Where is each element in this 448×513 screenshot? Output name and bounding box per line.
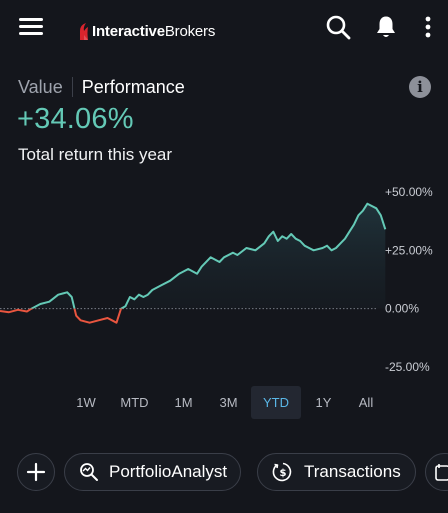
value-performance-toggle: Value Performance: [18, 76, 185, 98]
total-return-caption: Total return this year: [18, 145, 173, 164]
plus-icon: [26, 462, 46, 482]
calendar-icon: [435, 464, 448, 481]
range-ytd[interactable]: YTD: [251, 386, 301, 419]
svg-text:$: $: [280, 468, 287, 479]
segment-divider: [71, 77, 73, 97]
performance-tab[interactable]: Performance: [81, 76, 185, 97]
more-actions-button[interactable]: [425, 453, 448, 491]
range-1m[interactable]: 1M: [174, 395, 193, 410]
transactions-button[interactable]: $ Transactions: [257, 453, 416, 491]
range-mtd[interactable]: MTD: [120, 395, 149, 410]
performance-line-positive: [29, 202, 387, 309]
range-1w[interactable]: 1W: [76, 395, 96, 410]
y-tick-label: +50.00%: [385, 185, 433, 199]
interactive-brokers-logo-icon: [80, 23, 88, 40]
bell-icon[interactable]: [373, 14, 399, 40]
portfolio-analyst-button[interactable]: PortfolioAnalyst: [64, 453, 242, 491]
range-3m[interactable]: 3M: [219, 395, 238, 410]
top-bar: InteractiveBrokers: [0, 0, 448, 58]
more-vertical-icon[interactable]: [418, 14, 438, 40]
y-tick-label: -25.00%: [385, 360, 430, 374]
total-return-value: +34.06%: [17, 103, 134, 135]
quick-actions-bar: PortfolioAnalyst $ Transactions: [0, 453, 448, 491]
transactions-icon: $: [272, 462, 292, 482]
app-logo: InteractiveBrokers: [78, 20, 215, 42]
y-tick-label: 0.00%: [385, 302, 419, 316]
value-tab[interactable]: Value: [18, 76, 63, 97]
add-button[interactable]: [17, 453, 55, 491]
range-all[interactable]: All: [358, 395, 374, 410]
search-icon[interactable]: [325, 14, 351, 40]
logo-text: InteractiveBrokers: [92, 22, 216, 40]
info-icon[interactable]: i: [409, 76, 431, 98]
performance-chart[interactable]: +50.00% +25.00% 0.00% -25.00%: [0, 175, 448, 385]
portfolio-analyst-label: PortfolioAnalyst: [109, 462, 228, 481]
analytics-search-icon: [80, 463, 98, 481]
transactions-label: Transactions: [304, 462, 401, 481]
menu-icon[interactable]: [19, 17, 43, 37]
performance-area: [31, 203, 386, 309]
time-range-selector: 1W MTD 1M 3M YTD 1Y All: [64, 386, 386, 419]
y-tick-label: +25.00%: [385, 243, 433, 257]
range-1y[interactable]: 1Y: [315, 395, 332, 410]
